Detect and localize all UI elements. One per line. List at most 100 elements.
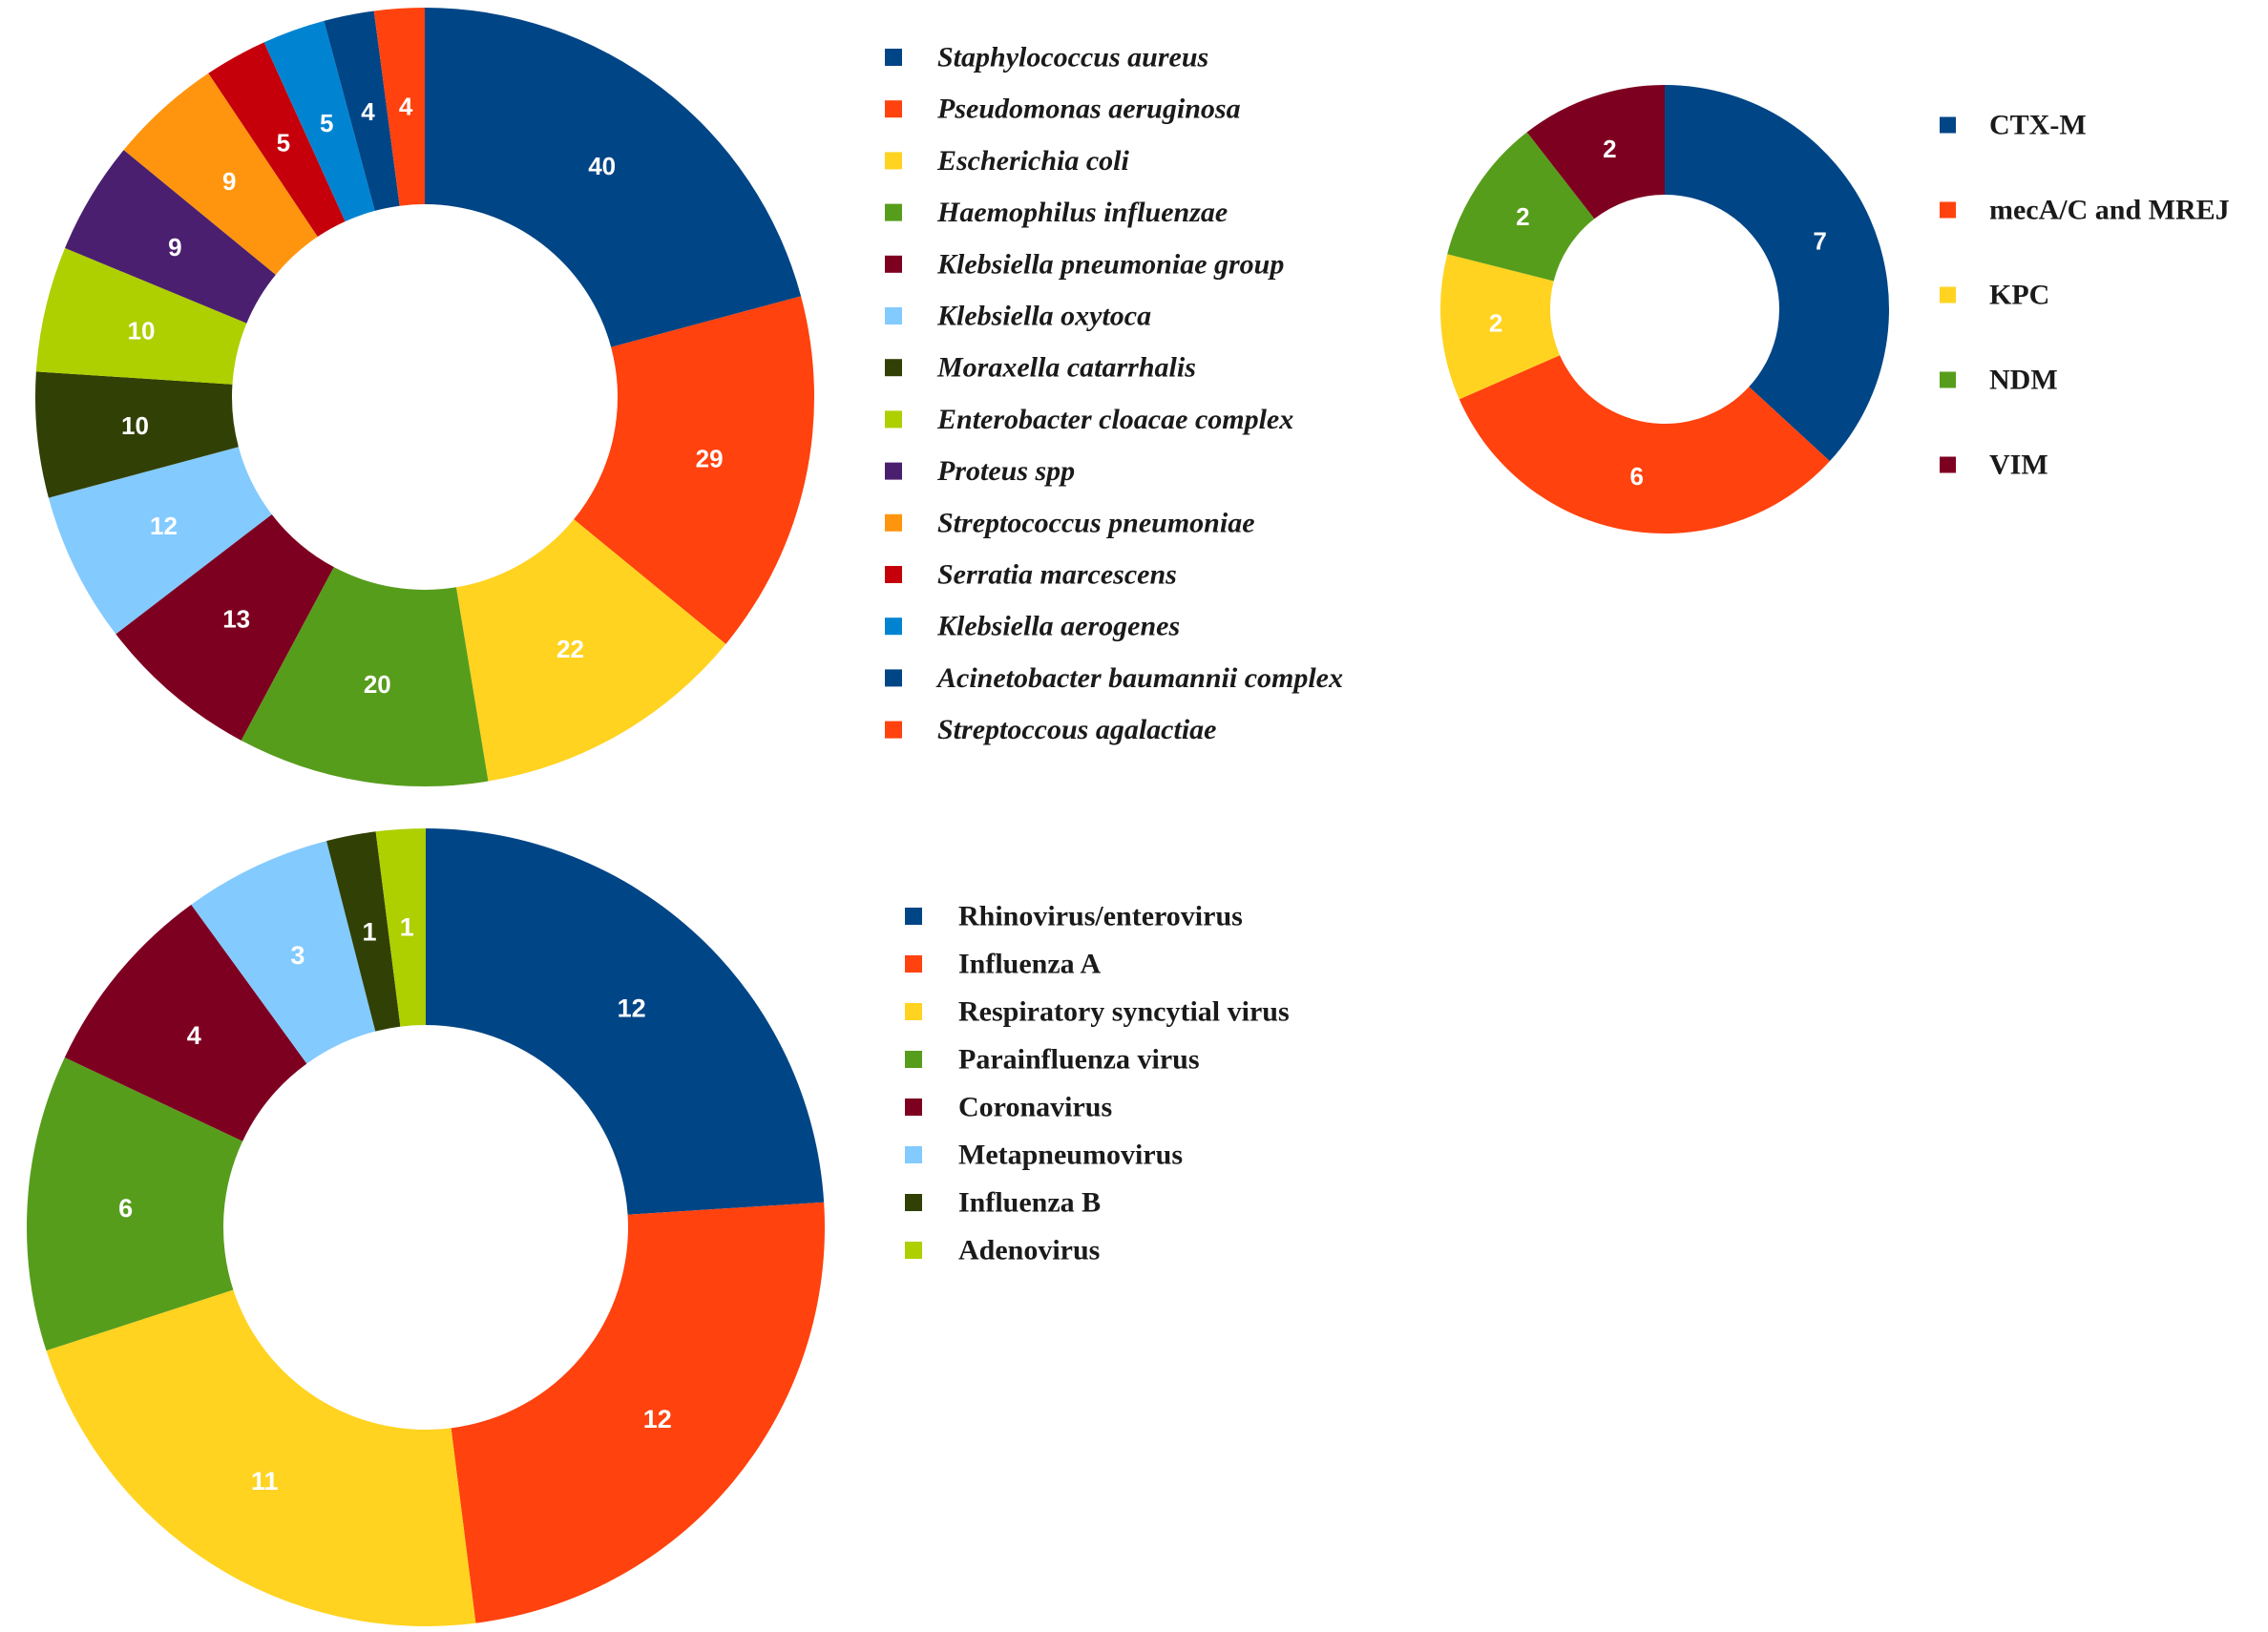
legend-marker xyxy=(885,513,902,532)
legend-label-ctx-m: CTX-M xyxy=(1989,110,2087,141)
slice-value-label: 1 xyxy=(400,913,414,942)
legend-label-metapneumovirus: Metapneumovirus xyxy=(958,1140,1183,1171)
slice-meca-c-and-mrej xyxy=(1459,355,1830,534)
legend-marker xyxy=(885,100,902,118)
legend-marker xyxy=(905,1051,922,1068)
legend-label-acinetobacter-baumannii-complex: Acinetobacter baumannii complex xyxy=(935,662,1343,694)
legend-label-vim: VIM xyxy=(1989,450,2048,481)
viruses-legend: Rhinovirus/enterovirus Influenza A Respira… xyxy=(905,901,1290,1266)
slice-ndm xyxy=(1447,132,1595,282)
slice-value-label: 2 xyxy=(1516,202,1529,231)
legend-label-influenza-b: Influenza B xyxy=(958,1187,1101,1219)
slice-value-label: 40 xyxy=(588,152,616,180)
legend-label-influenza-a: Influenza A xyxy=(958,949,1102,980)
slice-streptoccous-agalactiae xyxy=(373,8,425,206)
slice-respiratory-syncytial-virus xyxy=(46,1289,476,1627)
bacteria-legend: Staphylococcus aureus Pseudomonas aerugin… xyxy=(885,42,1343,745)
legend-label-klebsiella-aerogenes: Klebsiella aerogenes xyxy=(936,611,1180,642)
legend-label-ndm: NDM xyxy=(1989,365,2058,396)
legend-label-rhinovirus-enterovirus: Rhinovirus/enterovirus xyxy=(958,901,1243,932)
legend-label-kpc: KPC xyxy=(1989,280,2049,311)
legend-label-streptococcus-pneumoniae: Streptococcus pneumoniae xyxy=(937,507,1255,538)
legend-marker xyxy=(1940,371,1956,388)
slice-value-label: 12 xyxy=(643,1405,672,1433)
legend-marker xyxy=(885,462,902,480)
slice-haemophilus-influenzae xyxy=(241,567,489,787)
legend-marker xyxy=(885,669,902,687)
legend-label-serratia-marcescens: Serratia marcescens xyxy=(937,559,1177,591)
legend-label-escherichia-coli: Escherichia coli xyxy=(936,145,1129,177)
slice-rhinovirus-enterovirus xyxy=(426,828,825,1215)
slice-value-label: 5 xyxy=(277,128,290,157)
slice-streptococcus-pneumoniae xyxy=(123,73,318,275)
slice-klebsiella-aerogenes xyxy=(263,20,375,222)
legend-marker xyxy=(885,49,902,66)
legend-marker xyxy=(1940,116,1956,134)
legend-label-pseudomonas-aeruginosa: Pseudomonas aeruginosa xyxy=(936,94,1241,125)
slice-value-label: 13 xyxy=(222,605,250,634)
slice-value-label: 11 xyxy=(251,1467,279,1496)
slice-klebsiella-pneumoniae-group xyxy=(116,513,334,741)
legend-marker xyxy=(905,1098,922,1116)
legend-label-coronavirus: Coronavirus xyxy=(958,1092,1112,1123)
slice-pseudomonas-aeruginosa xyxy=(574,296,814,644)
legend-marker xyxy=(905,1242,922,1259)
slice-value-label: 9 xyxy=(168,233,181,262)
viruses-donut-chart: 12 12 11 6 4 3 1 1 xyxy=(27,828,825,1627)
legend-label-respiratory-syncytial-virus: Respiratory syncytial virus xyxy=(958,996,1290,1028)
legend-marker xyxy=(905,955,922,973)
slice-parainfluenza-virus xyxy=(27,1057,243,1351)
slice-enterobacter-cloacae-complex xyxy=(35,247,247,385)
slice-value-label: 12 xyxy=(618,994,646,1022)
slice-value-label: 6 xyxy=(118,1194,133,1223)
legend-label-haemophilus-influenzae: Haemophilus influenzae xyxy=(936,197,1228,228)
legend-marker xyxy=(885,721,902,739)
legend-marker xyxy=(905,1194,922,1211)
slice-value-label: 6 xyxy=(1630,462,1644,491)
legend-marker xyxy=(885,203,902,221)
slice-acinetobacter-baumannii-complex xyxy=(324,10,400,211)
legend-marker xyxy=(885,255,902,273)
slice-value-label: 12 xyxy=(150,512,178,540)
legend-marker xyxy=(1940,286,1956,303)
slice-moraxella-catarrhalis xyxy=(34,371,239,498)
slice-serratia-marcescens xyxy=(208,42,346,238)
legend-marker xyxy=(905,908,922,925)
slice-ctx-m xyxy=(1665,84,1889,462)
slice-adenovirus xyxy=(375,828,426,1027)
legend-marker xyxy=(885,410,902,429)
legend-marker xyxy=(885,566,902,583)
legend-label-moraxella-catarrhalis: Moraxella catarrhalis xyxy=(936,352,1196,384)
legend-marker xyxy=(905,1003,922,1020)
legend-marker xyxy=(885,152,902,170)
legend-label-adenovirus: Adenovirus xyxy=(958,1235,1100,1266)
slice-value-label: 10 xyxy=(121,411,149,440)
slice-value-label: 10 xyxy=(128,317,156,345)
legend-label-klebsiella-pneumoniae-group: Klebsiella pneumoniae group xyxy=(936,248,1284,280)
resistance-genes-donut-chart: 7 6 2 2 2 xyxy=(1439,84,1889,534)
slice-proteus-spp xyxy=(65,150,276,324)
slice-influenza-a xyxy=(451,1202,825,1623)
slice-value-label: 2 xyxy=(1489,309,1502,338)
slice-staphylococcus-aureus xyxy=(425,8,802,347)
slice-value-label: 4 xyxy=(187,1021,201,1050)
legend-label-parainfluenza-virus: Parainfluenza virus xyxy=(958,1044,1200,1076)
legend-marker xyxy=(885,359,902,377)
slice-value-label: 2 xyxy=(1603,135,1616,163)
legend-marker xyxy=(885,617,902,636)
legend-label-staphylococcus-aureus: Staphylococcus aureus xyxy=(937,42,1208,73)
slice-value-label: 7 xyxy=(1813,227,1826,256)
legend-marker xyxy=(1940,201,1956,219)
slice-vim xyxy=(1526,85,1665,220)
slice-value-label: 9 xyxy=(222,167,236,196)
slice-value-label: 4 xyxy=(361,97,375,126)
resistance-genes-legend: CTX-M mecA/C and MREJ KPC NDM VIM xyxy=(1940,110,2230,481)
slice-value-label: 1 xyxy=(362,918,376,947)
slice-metapneumovirus xyxy=(191,841,376,1064)
slice-value-label: 22 xyxy=(556,635,584,663)
slice-value-label: 20 xyxy=(364,670,391,699)
slice-value-label: 5 xyxy=(320,109,333,137)
legend-label-klebsiella-oxytoca: Klebsiella oxytoca xyxy=(936,301,1151,332)
